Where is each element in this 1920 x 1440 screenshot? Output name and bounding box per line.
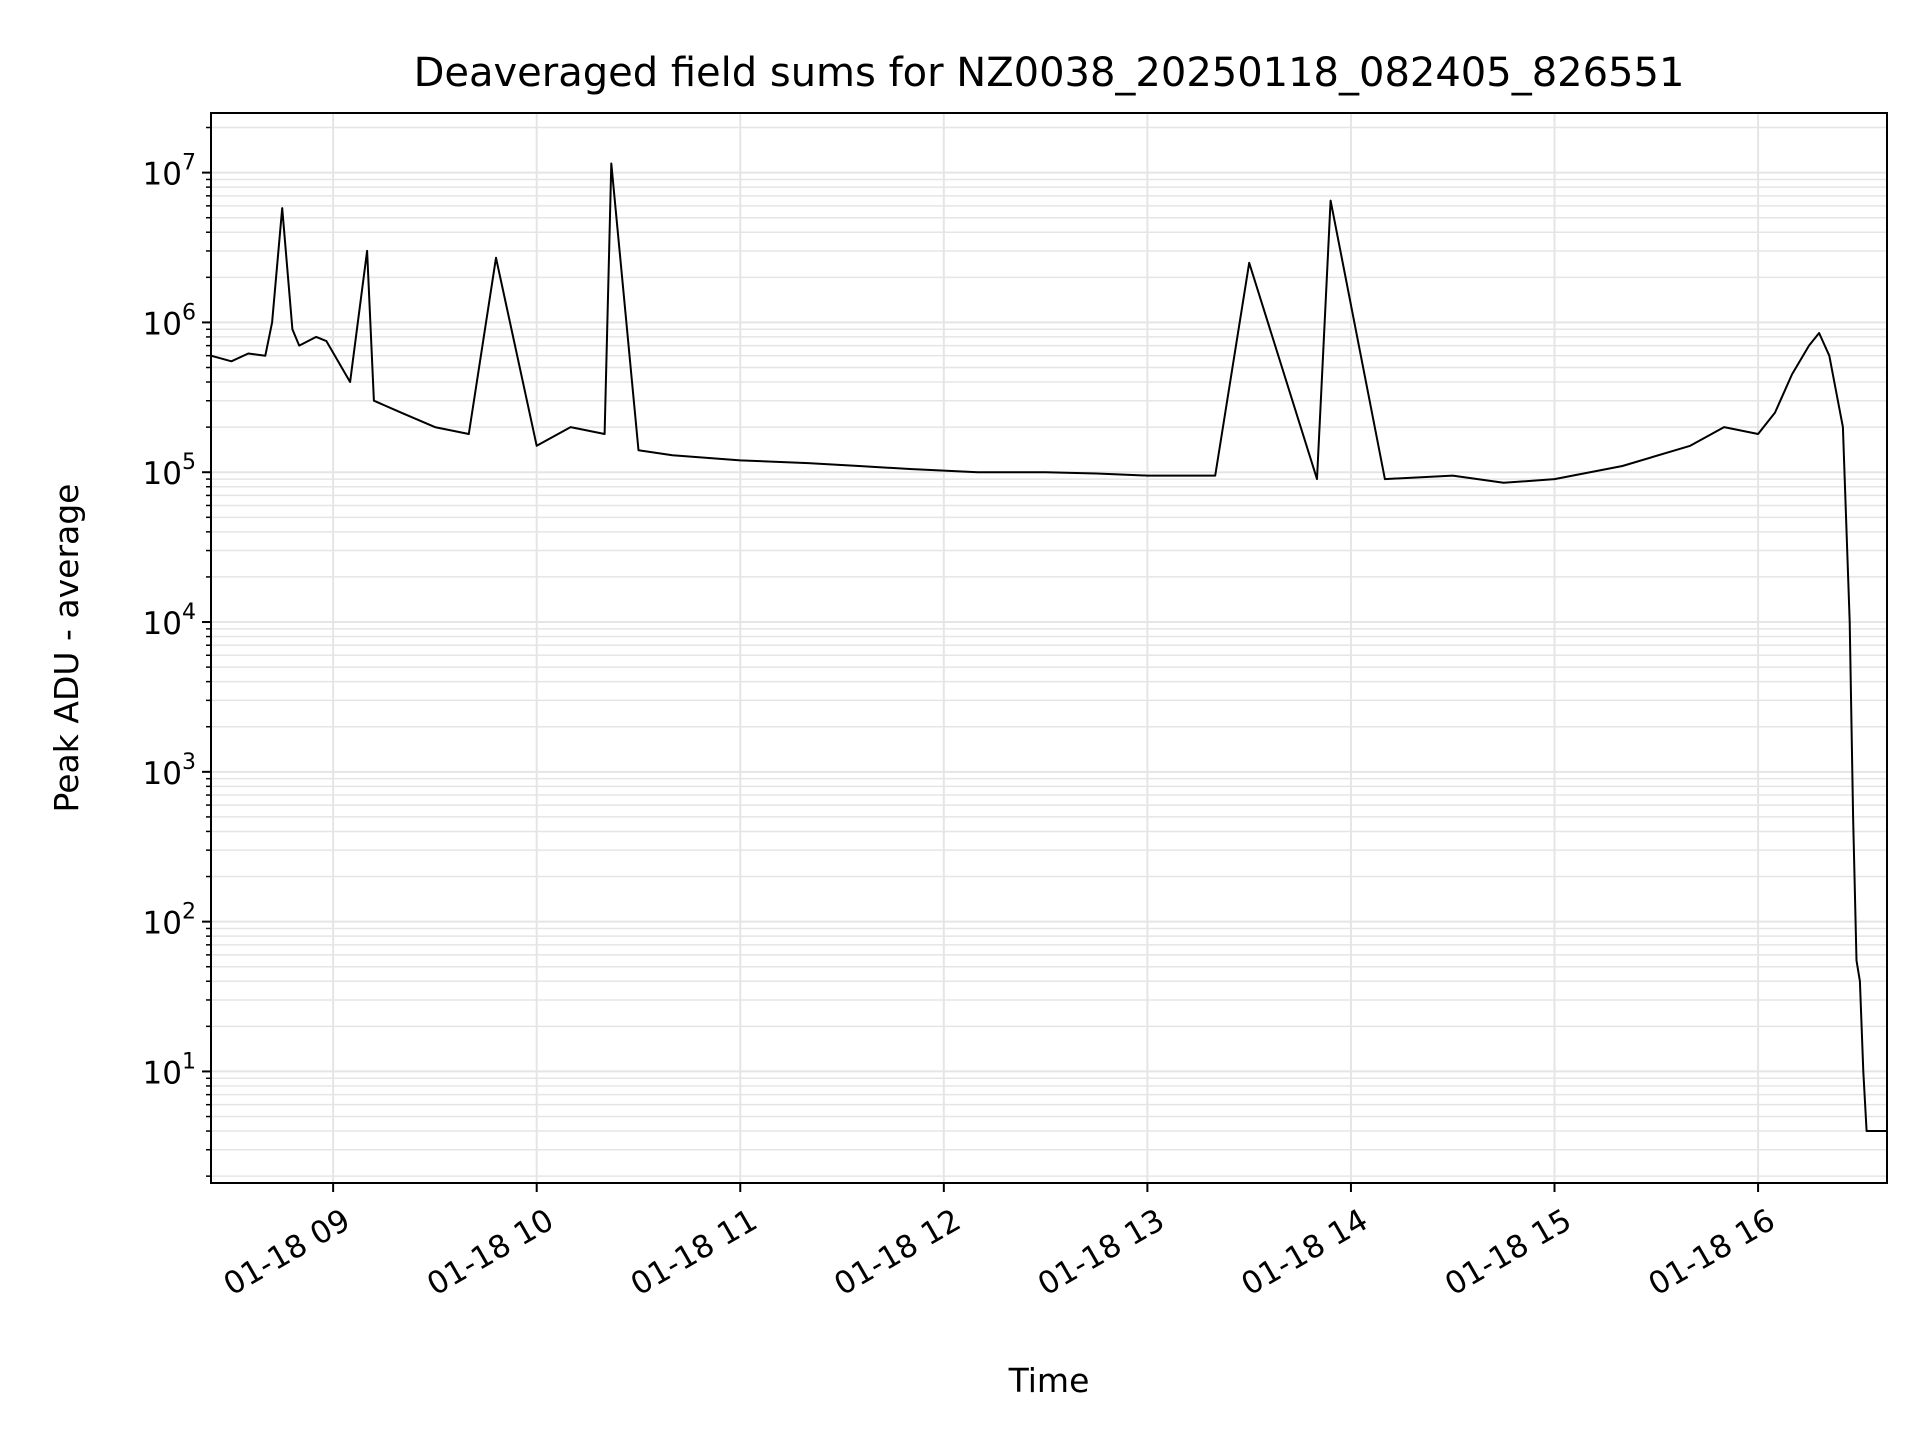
chart-title: Deaveraged field sums for NZ0038_2025011… bbox=[414, 50, 1685, 96]
y-tick-label: 104 bbox=[143, 600, 196, 642]
plot-frame bbox=[210, 112, 1888, 1184]
x-axis-label: Time bbox=[1008, 1361, 1090, 1400]
y-tick-label: 103 bbox=[143, 750, 196, 792]
y-tick-exponent: 2 bbox=[182, 900, 196, 925]
y-tick-base: 10 bbox=[143, 756, 182, 792]
y-tick-exponent: 4 bbox=[182, 600, 196, 625]
y-tick-exponent: 7 bbox=[182, 151, 196, 176]
y-tick-exponent: 5 bbox=[182, 450, 196, 475]
y-tick-base: 10 bbox=[143, 456, 182, 492]
y-tick-base: 10 bbox=[143, 157, 182, 193]
grid bbox=[211, 113, 1887, 1183]
y-tick-base: 10 bbox=[143, 606, 182, 642]
series-line-group bbox=[210, 162, 1887, 1132]
y-tick-base: 10 bbox=[143, 1055, 182, 1091]
y-tick-exponent: 3 bbox=[182, 750, 196, 775]
y-tick-exponent: 6 bbox=[182, 300, 196, 325]
y-tick-label: 107 bbox=[143, 151, 196, 193]
y-tick-label: 101 bbox=[143, 1049, 196, 1091]
y-tick-label: 106 bbox=[143, 300, 196, 342]
series-line bbox=[210, 162, 1887, 1132]
y-tick-exponent: 1 bbox=[182, 1049, 196, 1074]
y-tick-label: 105 bbox=[143, 450, 196, 492]
y-tick-label: 102 bbox=[143, 900, 196, 942]
y-axis-label: Peak ADU - average bbox=[47, 484, 86, 813]
y-tick-base: 10 bbox=[143, 906, 182, 942]
y-tick-base: 10 bbox=[143, 306, 182, 342]
